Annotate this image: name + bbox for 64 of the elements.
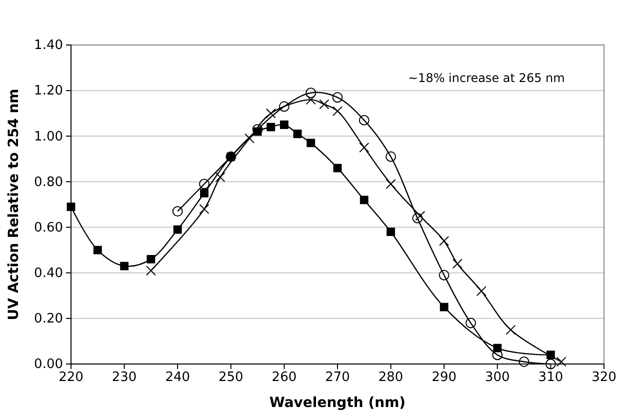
- annotation: ~18% increase at 265 nm: [408, 71, 565, 85]
- point: [253, 127, 262, 136]
- point: [278, 101, 290, 112]
- point: [546, 350, 555, 360]
- point: [415, 210, 426, 221]
- point: [439, 236, 450, 246]
- x-tick-label: 300: [484, 370, 510, 386]
- point: [466, 318, 476, 328]
- point: [66, 202, 76, 211]
- point: [506, 324, 516, 335]
- point: [146, 266, 156, 276]
- point: [386, 151, 396, 162]
- point: [332, 106, 343, 116]
- point: [360, 196, 368, 204]
- x-tick-label: 260: [272, 370, 297, 386]
- point: [493, 344, 502, 352]
- point: [93, 246, 102, 254]
- point: [266, 122, 276, 132]
- point: [293, 130, 302, 138]
- x-axis-title: Wavelength (nm): [269, 395, 406, 411]
- point: [440, 302, 448, 312]
- point: [199, 178, 210, 190]
- x-tick-label: 320: [592, 370, 616, 386]
- point: [518, 356, 530, 367]
- point: [199, 204, 210, 214]
- point: [359, 142, 370, 153]
- point: [146, 254, 156, 264]
- point: [452, 258, 462, 269]
- y-tick-label: 0.60: [34, 220, 63, 236]
- y-tick-label: 0.80: [34, 174, 63, 190]
- point: [386, 228, 396, 236]
- x-tick-label: 280: [378, 370, 404, 386]
- y-tick-label: 0.00: [34, 357, 63, 372]
- x-tick-label: 290: [432, 370, 457, 386]
- y-axis-title: UV Action Relative to 254 nm: [6, 88, 22, 320]
- point: [386, 178, 396, 190]
- y-tick-label: 1.20: [34, 84, 63, 99]
- point: [172, 206, 183, 217]
- point: [280, 120, 288, 129]
- x-tick-label: 250: [218, 370, 244, 386]
- x-tick-label: 240: [165, 370, 190, 386]
- point: [438, 270, 450, 280]
- point: [306, 138, 316, 148]
- point: [332, 92, 343, 103]
- point: [556, 356, 566, 367]
- y-tick-label: 1.40: [34, 38, 63, 54]
- y-tick-label: 0.20: [34, 312, 63, 327]
- point: [545, 358, 556, 370]
- x-tick-label: 310: [538, 370, 564, 386]
- point: [412, 212, 423, 224]
- point: [120, 262, 129, 270]
- point: [319, 99, 330, 110]
- point: [333, 164, 342, 172]
- point: [476, 286, 486, 296]
- x-tick-label: 270: [325, 370, 350, 386]
- y-tick-label: 1.00: [34, 129, 63, 144]
- point: [200, 188, 208, 198]
- point: [358, 114, 370, 126]
- point: [173, 225, 182, 234]
- y-tick-label: 0.40: [34, 266, 63, 282]
- x-tick-label: 220: [58, 370, 84, 386]
- x-tick-label: 230: [112, 370, 137, 386]
- point: [266, 108, 276, 118]
- point: [215, 172, 226, 182]
